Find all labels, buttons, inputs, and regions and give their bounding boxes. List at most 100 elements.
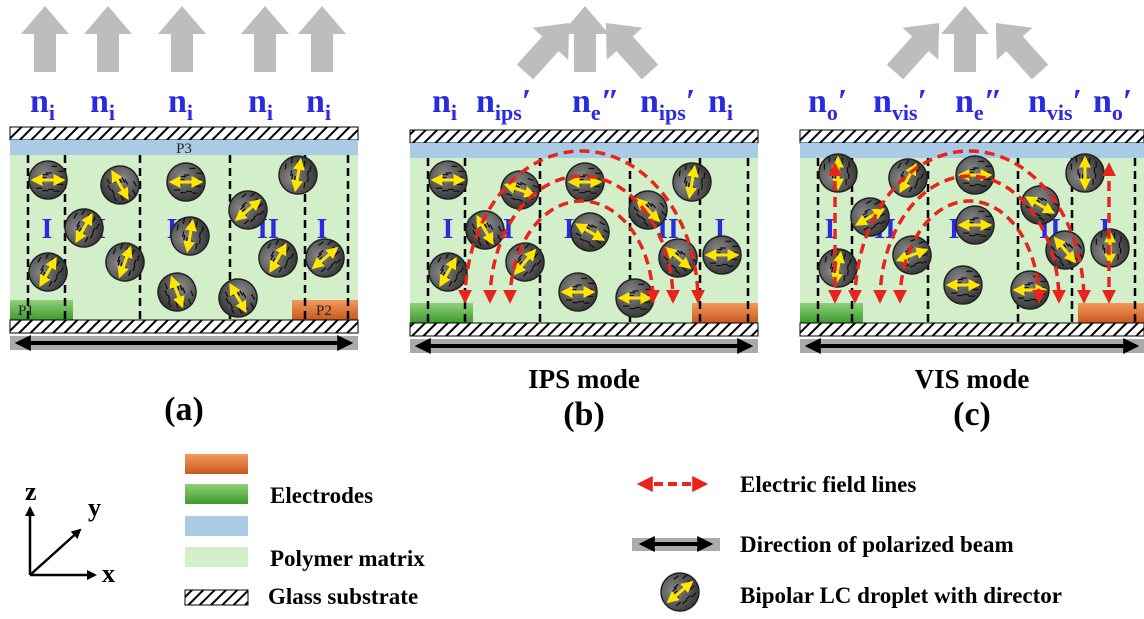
refractive-index: ne″ bbox=[572, 83, 619, 125]
axis-label: x bbox=[102, 559, 115, 588]
lc-droplet bbox=[1065, 153, 1105, 193]
axis-label: y bbox=[88, 493, 101, 522]
index-subscript: ips bbox=[659, 100, 686, 125]
index-base: n bbox=[955, 83, 974, 120]
lc-droplet bbox=[660, 572, 700, 612]
director bbox=[291, 157, 305, 193]
droplet-texture bbox=[678, 170, 681, 177]
director bbox=[234, 198, 262, 222]
droplet-texture bbox=[133, 259, 137, 266]
index-base: n bbox=[306, 83, 325, 120]
droplet-texture bbox=[915, 177, 920, 184]
refractive-index: ni bbox=[90, 83, 115, 125]
director bbox=[895, 247, 929, 263]
lc-droplet bbox=[558, 272, 598, 312]
legend-label: Direction of polarized beam bbox=[740, 532, 1014, 557]
bottom-glass bbox=[9, 319, 359, 334]
director bbox=[311, 246, 339, 270]
droplet-texture bbox=[869, 225, 876, 230]
droplet-texture bbox=[309, 165, 312, 172]
index-base: n bbox=[572, 83, 591, 120]
left-electrode bbox=[800, 303, 863, 323]
top-glass bbox=[799, 129, 1144, 144]
index-subscript: o bbox=[827, 100, 838, 125]
light-arrow bbox=[995, 22, 1049, 80]
lc-droplet bbox=[28, 160, 68, 200]
legend-label: Polymer matrix bbox=[270, 546, 425, 571]
droplet-texture bbox=[918, 240, 925, 244]
refractive-index: nips′ bbox=[640, 83, 695, 125]
droplet-texture bbox=[824, 256, 827, 263]
droplet-texture bbox=[536, 259, 542, 266]
index-subscript: e bbox=[591, 100, 601, 125]
director bbox=[685, 164, 699, 200]
bottom-glass bbox=[799, 322, 1144, 337]
index-prime: ″ bbox=[984, 83, 1003, 120]
region-label: I bbox=[715, 214, 726, 245]
droplet-texture bbox=[201, 226, 204, 233]
field-line bbox=[873, 174, 1066, 304]
director bbox=[503, 182, 537, 198]
lc-droplet bbox=[258, 238, 298, 278]
index-base: n bbox=[248, 83, 267, 120]
axis-label: z bbox=[25, 477, 37, 506]
droplet-texture bbox=[1038, 216, 1045, 221]
lc-droplet bbox=[615, 278, 655, 318]
index-base: n bbox=[708, 83, 727, 120]
director bbox=[229, 282, 247, 314]
index-prime: ′ bbox=[918, 83, 928, 120]
index-subscript: e bbox=[974, 100, 984, 125]
droplet-texture bbox=[459, 267, 464, 274]
droplet-texture bbox=[682, 574, 688, 580]
index-subscript: i bbox=[267, 100, 273, 125]
legend-droplet-icon bbox=[660, 572, 700, 612]
droplet-texture bbox=[176, 224, 179, 231]
droplet-texture bbox=[471, 223, 476, 230]
lc-droplet bbox=[818, 153, 858, 193]
droplet-texture bbox=[524, 243, 530, 249]
light-arrow bbox=[886, 22, 940, 80]
droplet-texture bbox=[55, 271, 60, 278]
droplet-texture bbox=[289, 253, 294, 260]
director bbox=[169, 275, 185, 309]
droplet-texture bbox=[250, 302, 255, 309]
lc-droplet bbox=[166, 162, 206, 202]
droplet-texture bbox=[919, 173, 924, 180]
lc-droplet bbox=[278, 155, 318, 195]
light-arrow bbox=[21, 6, 69, 72]
droplet-texture bbox=[1045, 212, 1052, 218]
director bbox=[111, 169, 129, 201]
index-subscript: i bbox=[325, 100, 331, 125]
droplet-texture bbox=[250, 192, 256, 198]
lc-droplet bbox=[100, 165, 140, 205]
index-subscript: i bbox=[451, 100, 457, 125]
refractive-index: no′ bbox=[808, 83, 847, 125]
droplet-texture bbox=[318, 241, 324, 246]
droplet-texture bbox=[132, 180, 138, 187]
legend-electrode-swatch bbox=[185, 484, 248, 504]
droplet-texture bbox=[131, 249, 136, 256]
director bbox=[75, 212, 93, 244]
droplet-texture bbox=[106, 178, 111, 185]
droplet-texture bbox=[846, 269, 850, 276]
droplet-texture bbox=[510, 197, 517, 201]
refractive-index: ni bbox=[708, 83, 733, 125]
droplet-texture bbox=[849, 258, 852, 265]
index-prime: ′ bbox=[522, 83, 532, 120]
light-arrow bbox=[241, 6, 289, 72]
lc-droplet bbox=[672, 162, 712, 202]
light-arrow bbox=[84, 6, 132, 72]
droplet-texture bbox=[874, 200, 881, 205]
droplet-texture bbox=[846, 263, 850, 270]
refractive-index: ni bbox=[432, 83, 457, 125]
droplet-texture bbox=[198, 237, 202, 244]
lc-droplet bbox=[218, 278, 258, 318]
droplet-texture bbox=[285, 257, 290, 264]
droplet-texture bbox=[455, 260, 461, 267]
droplet-texture bbox=[909, 264, 916, 268]
refractive-index: ni bbox=[30, 83, 55, 125]
droplet-texture bbox=[132, 189, 137, 196]
lc-droplet bbox=[943, 265, 983, 305]
lc-droplet bbox=[465, 210, 505, 250]
droplet-texture bbox=[455, 271, 460, 278]
